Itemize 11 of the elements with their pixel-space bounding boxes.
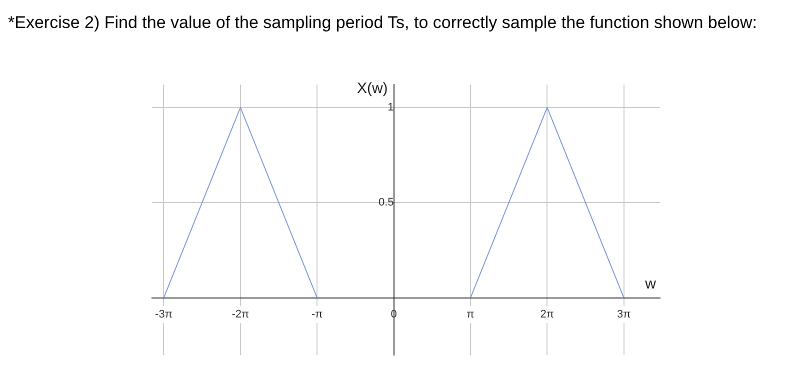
chart-title: *Exercise 2) Find the value of the sampling period Ts, to correctly sample the function shown below: [8, 12, 758, 34]
y-axis-title: X(w) [356, 80, 388, 98]
x-tick-label: -2π [232, 308, 250, 321]
x-tick-label: -3π [155, 308, 173, 321]
x-tick-label: 2π [540, 308, 554, 321]
x-axis-title: w [644, 276, 656, 293]
y-tick-label: 0.5 [378, 196, 394, 209]
x-tick-label: π [466, 308, 475, 321]
x-tick-label: -π [311, 308, 324, 321]
y-tick-label: 1 [388, 101, 394, 114]
x-tick-label: 3π [616, 308, 632, 321]
